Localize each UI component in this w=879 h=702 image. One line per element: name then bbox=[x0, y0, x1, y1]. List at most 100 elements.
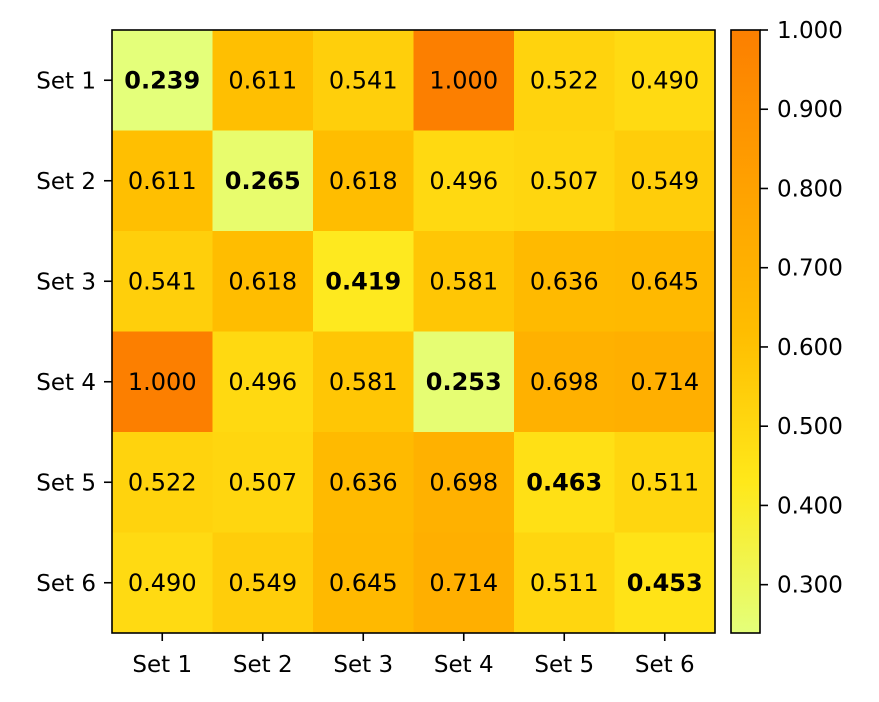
colorbar-tick-label: 0.600 bbox=[777, 335, 843, 361]
x-tick-label: Set 5 bbox=[534, 652, 594, 678]
cell-value-label: 0.507 bbox=[530, 167, 599, 195]
x-tick-label: Set 3 bbox=[333, 652, 393, 678]
heatmap-cell bbox=[413, 231, 515, 332]
heatmap-cell bbox=[614, 432, 716, 533]
heatmap-cell bbox=[212, 30, 314, 131]
cell-value-label: 0.507 bbox=[228, 468, 297, 496]
heatmap-cell bbox=[413, 532, 515, 634]
cell-value-label: 0.265 bbox=[225, 167, 301, 195]
y-tick-label: Set 1 bbox=[36, 68, 96, 94]
y-axis: Set 1 Set 2 Set 3 Set 4 Set 5 Set 6 bbox=[36, 68, 112, 597]
heatmap-cell bbox=[212, 231, 314, 332]
cell-value-label: 0.645 bbox=[630, 267, 699, 295]
heatmap-cell bbox=[313, 231, 414, 332]
heatmap-cell bbox=[313, 432, 414, 533]
cell-value-label: 0.463 bbox=[526, 468, 602, 496]
cell-value-label: 0.541 bbox=[329, 66, 398, 94]
colorbar-tick-label: 0.300 bbox=[777, 573, 843, 599]
cell-value-label: 0.239 bbox=[124, 66, 200, 94]
colorbar-tick-label: 0.900 bbox=[777, 97, 843, 123]
cell-value-label: 0.496 bbox=[429, 167, 498, 195]
heatmap-cell bbox=[614, 130, 716, 232]
cell-value-label: 0.522 bbox=[128, 468, 197, 496]
heatmap-cell bbox=[112, 30, 213, 131]
heatmap-cell bbox=[614, 331, 716, 433]
cell-value-label: 0.618 bbox=[329, 167, 398, 195]
heatmap-cell-labels: 0.239 0.611 0.541 1.000 0.522 0.490 0.611 0.265… bbox=[124, 66, 702, 597]
heatmap-cell bbox=[112, 432, 213, 533]
y-tick-label: Set 3 bbox=[36, 269, 96, 295]
x-axis: Set 1 Set 2 Set 3 Set 4 Set 5 Set 6 bbox=[132, 633, 695, 678]
y-tick-label: Set 2 bbox=[36, 169, 96, 195]
cell-value-label: 0.490 bbox=[630, 66, 699, 94]
heatmap-cell bbox=[112, 532, 213, 634]
heatmap-cell bbox=[212, 432, 314, 533]
colorbar-tick-label: 0.400 bbox=[777, 493, 843, 519]
colorbar-tick-label: 0.500 bbox=[777, 414, 843, 440]
colorbar-axis: 0.300 0.400 0.500 0.600 0.700 0.800 0.900 1.000 bbox=[760, 18, 843, 599]
cell-value-label: 0.581 bbox=[329, 368, 398, 396]
cell-value-label: 0.636 bbox=[530, 267, 599, 295]
heatmap-cell bbox=[112, 130, 213, 232]
heatmap-cell bbox=[514, 532, 615, 634]
heatmap-cell bbox=[413, 331, 515, 433]
cell-value-label: 0.549 bbox=[228, 569, 297, 597]
heatmap-cells bbox=[112, 30, 716, 634]
heatmap-cell bbox=[514, 130, 615, 232]
cell-value-label: 0.611 bbox=[128, 167, 197, 195]
heatmap-cell bbox=[514, 231, 615, 332]
x-tick-label: Set 2 bbox=[233, 652, 293, 678]
x-tick-label: Set 1 bbox=[132, 652, 192, 678]
heatmap-cell bbox=[514, 432, 615, 533]
cell-value-label: 0.549 bbox=[630, 167, 699, 195]
cell-value-label: 0.645 bbox=[329, 569, 398, 597]
cell-value-label: 0.636 bbox=[329, 468, 398, 496]
x-tick-label: Set 6 bbox=[635, 652, 695, 678]
heatmap-cell bbox=[313, 130, 414, 232]
cell-value-label: 0.522 bbox=[530, 66, 599, 94]
heatmap-cell bbox=[413, 30, 515, 131]
heatmap-cell bbox=[212, 331, 314, 433]
colorbar-tick-label: 0.700 bbox=[777, 256, 843, 282]
cell-value-label: 0.496 bbox=[228, 368, 297, 396]
heatmap-cell bbox=[313, 30, 414, 131]
cell-value-label: 0.490 bbox=[128, 569, 197, 597]
cell-value-label: 1.000 bbox=[128, 368, 197, 396]
cell-value-label: 0.419 bbox=[325, 267, 401, 295]
heatmap-cell bbox=[313, 331, 414, 433]
cell-value-label: 0.541 bbox=[128, 267, 197, 295]
colorbar bbox=[731, 30, 760, 633]
cell-value-label: 0.253 bbox=[426, 368, 502, 396]
heatmap-cell bbox=[514, 30, 615, 131]
heatmap-cell bbox=[313, 532, 414, 634]
plot-frame bbox=[111, 29, 716, 634]
cell-value-label: 0.714 bbox=[429, 569, 498, 597]
heatmap-cell bbox=[212, 130, 314, 232]
cell-value-label: 0.698 bbox=[530, 368, 599, 396]
cell-value-label: 0.611 bbox=[228, 66, 297, 94]
heatmap-cell bbox=[413, 130, 515, 232]
x-tick-label: Set 4 bbox=[434, 652, 494, 678]
cell-value-label: 0.618 bbox=[228, 267, 297, 295]
cell-value-label: 0.453 bbox=[627, 569, 703, 597]
cell-value-label: 1.000 bbox=[429, 66, 498, 94]
y-tick-label: Set 4 bbox=[36, 370, 96, 396]
y-tick-label: Set 5 bbox=[36, 470, 96, 496]
cell-value-label: 0.698 bbox=[429, 468, 498, 496]
colorbar-frame bbox=[730, 29, 761, 634]
heatmap-cell bbox=[614, 231, 716, 332]
heatmap-cell bbox=[212, 532, 314, 634]
cell-value-label: 0.581 bbox=[429, 267, 498, 295]
y-tick-label: Set 6 bbox=[36, 571, 96, 597]
heatmap-cell bbox=[614, 532, 716, 634]
colorbar-tick-label: 0.800 bbox=[777, 176, 843, 202]
heatmap-cell bbox=[614, 30, 716, 131]
heatmap-cell bbox=[413, 432, 515, 533]
cell-value-label: 0.511 bbox=[630, 468, 699, 496]
heatmap-cell bbox=[112, 231, 213, 332]
heatmap-cell bbox=[514, 331, 615, 433]
cell-value-label: 0.714 bbox=[630, 368, 699, 396]
colorbar-tick-label: 1.000 bbox=[777, 18, 843, 44]
heatmap-cell bbox=[112, 331, 213, 433]
